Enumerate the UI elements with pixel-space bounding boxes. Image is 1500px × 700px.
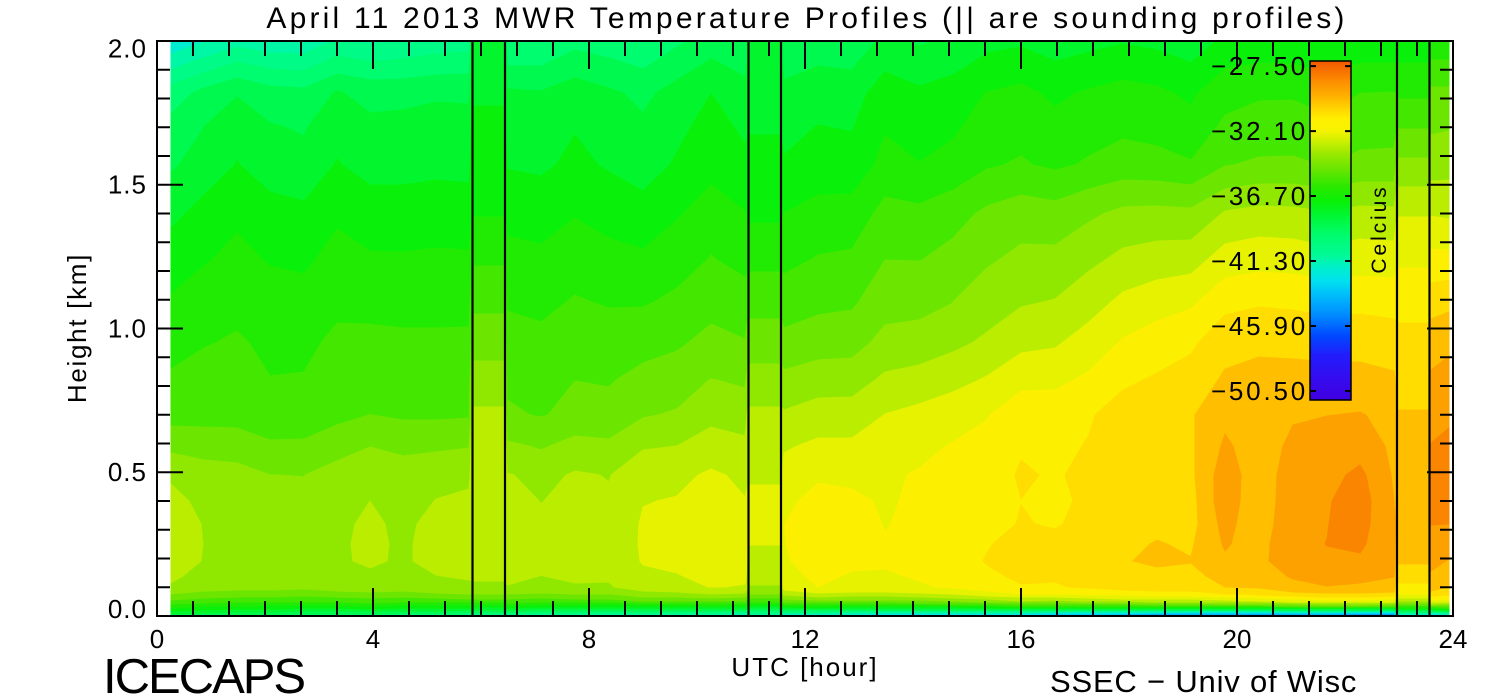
svg-text:Celcius: Celcius [1368, 184, 1391, 273]
svg-text:−27.50: −27.50 [1211, 51, 1308, 81]
svg-text:12: 12 [791, 624, 820, 654]
svg-text:20: 20 [1223, 624, 1252, 654]
svg-text:24: 24 [1439, 624, 1468, 654]
svg-text:UTC [hour]: UTC [hour] [731, 652, 878, 682]
svg-text:0.5: 0.5 [108, 457, 147, 487]
svg-text:8: 8 [582, 624, 596, 654]
svg-text:1.0: 1.0 [108, 314, 147, 344]
svg-text:16: 16 [1007, 624, 1036, 654]
svg-text:SSEC − Univ of Wisc: SSEC − Univ of Wisc [1050, 664, 1357, 699]
svg-text:0.0: 0.0 [108, 594, 147, 624]
svg-text:2.0: 2.0 [108, 34, 147, 64]
svg-text:4: 4 [366, 624, 380, 654]
svg-text:−45.90: −45.90 [1211, 311, 1308, 341]
svg-text:0: 0 [150, 624, 164, 654]
svg-text:−50.50: −50.50 [1211, 376, 1308, 406]
svg-text:−41.30: −41.30 [1211, 246, 1308, 276]
svg-text:1.5: 1.5 [108, 170, 147, 200]
svg-text:April 11 2013 MWR Temperature: April 11 2013 MWR Temperature Profiles (… [266, 2, 1347, 35]
svg-text:ICECAPS: ICECAPS [103, 650, 304, 700]
svg-text:−36.70: −36.70 [1211, 181, 1308, 211]
svg-text:−32.10: −32.10 [1211, 116, 1308, 146]
svg-text:Height [km]: Height [km] [62, 253, 92, 403]
